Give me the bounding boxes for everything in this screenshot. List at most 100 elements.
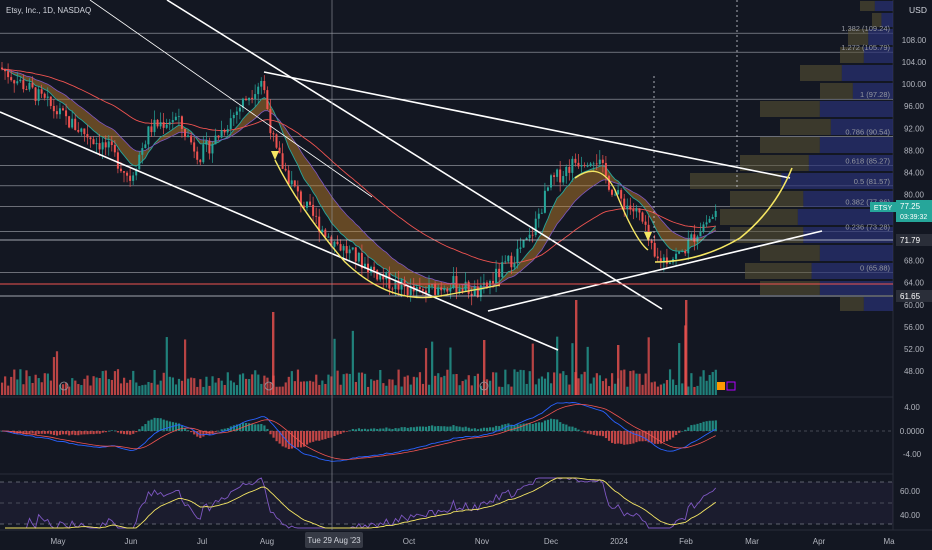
cup-curve-3[interactable] xyxy=(654,167,793,263)
candle-down xyxy=(611,189,613,195)
macd-hist-down xyxy=(95,431,98,434)
candle-up xyxy=(504,261,507,263)
macd-hist-up xyxy=(562,423,565,431)
lightning-icon[interactable] xyxy=(717,382,725,390)
macd-hist-up xyxy=(525,423,528,431)
macd-hist-up xyxy=(446,426,449,431)
volume-bar-up xyxy=(342,374,345,395)
candle-down xyxy=(403,279,406,287)
event-icon[interactable] xyxy=(726,381,736,391)
candle-up xyxy=(540,212,543,214)
volume-bar-up xyxy=(171,377,174,395)
volume-bar-up xyxy=(589,383,592,395)
candle-up xyxy=(662,257,665,263)
trendline-upper-channel[interactable] xyxy=(166,0,663,310)
volume-bar-down xyxy=(65,382,68,395)
macd-tick: -4.00 xyxy=(903,450,922,459)
macd-hist-up xyxy=(394,428,397,431)
volume-bar-up xyxy=(437,373,440,395)
price-tick: 56.00 xyxy=(904,323,925,332)
fib-labels: 1.382 (109.24) 1.272 (105.79) 1 (97.28) 0.7… xyxy=(841,24,890,272)
cup-pattern[interactable] xyxy=(271,151,793,299)
trendline-resistance[interactable] xyxy=(263,71,791,179)
earnings-icon[interactable] xyxy=(264,381,274,391)
volume-bar-down xyxy=(266,377,269,395)
earnings-icon[interactable] xyxy=(479,381,489,391)
volume-bar-down xyxy=(324,383,327,395)
volume-bar-up xyxy=(409,384,412,395)
volume-bar-up xyxy=(214,382,217,395)
macd-hist-up xyxy=(370,428,373,431)
macd-hist-down xyxy=(315,431,318,441)
candle-up xyxy=(678,251,681,254)
candle-down xyxy=(373,266,376,271)
volume-bar-down xyxy=(302,381,306,395)
macd-hist-up xyxy=(235,424,239,431)
candle-up xyxy=(153,119,156,133)
volume-bar-down xyxy=(510,386,513,395)
volume-bar-down xyxy=(595,373,598,395)
volume-bar-down xyxy=(367,386,370,395)
candle-down xyxy=(492,280,495,284)
macd-hist-down xyxy=(598,431,601,436)
candle-up xyxy=(159,122,162,127)
vp-row-down xyxy=(740,155,809,171)
candle-up xyxy=(80,128,83,132)
volume-bar-down xyxy=(559,373,562,395)
candle-up xyxy=(257,86,260,95)
trendline-support[interactable] xyxy=(487,230,823,312)
macd-hist-up xyxy=(177,423,181,431)
candle-down xyxy=(293,180,296,187)
volume-bar-up xyxy=(226,372,229,395)
candle-down xyxy=(196,151,199,160)
volume-bar-down xyxy=(391,379,394,395)
candle-down xyxy=(641,212,644,222)
macd-hist-up xyxy=(531,423,534,431)
candle-up xyxy=(556,169,559,177)
macd-hist-down xyxy=(656,431,659,444)
trendlines[interactable] xyxy=(0,0,823,351)
macd-hist-down xyxy=(116,431,120,433)
volume-bar-up xyxy=(504,369,507,395)
volume-bar-up xyxy=(257,374,260,395)
volume-bar-down xyxy=(251,374,254,395)
time-axis[interactable]: May Jun Jul Aug Oct Nov Dec 2024 Feb Mar Apr Ma xyxy=(50,537,895,546)
macd-indicator xyxy=(1,402,717,462)
candle-up xyxy=(528,234,531,239)
currency-label[interactable]: USD xyxy=(909,5,927,15)
symbol-title[interactable]: Etsy, Inc., 1D, NASDAQ xyxy=(6,6,91,15)
macd-hist-down xyxy=(62,431,65,435)
volume-bar-up xyxy=(592,377,595,395)
candle-down xyxy=(315,215,318,217)
candle-down xyxy=(296,186,299,192)
macd-hist-up xyxy=(492,427,495,431)
volume-bar-down xyxy=(49,380,52,395)
trendline-lower-channel[interactable] xyxy=(0,111,559,351)
macd-hist-down xyxy=(309,431,312,443)
candle-down xyxy=(190,135,193,143)
candle-up xyxy=(546,187,549,191)
candle-up xyxy=(690,234,693,240)
rsi-tick: 60.00 xyxy=(900,487,921,496)
candle-up xyxy=(495,268,498,284)
earnings-markers[interactable] xyxy=(59,381,736,391)
macd-hist-down xyxy=(31,431,34,434)
vp-row-down xyxy=(800,65,842,81)
rsi-indicator xyxy=(5,477,717,530)
candle-down xyxy=(324,229,327,237)
candle-down xyxy=(553,175,556,177)
candle-down xyxy=(693,234,696,242)
cup-curve-2[interactable] xyxy=(574,170,649,251)
macd-hist-up xyxy=(473,428,476,431)
candle-down xyxy=(62,108,64,111)
trendline-thin[interactable] xyxy=(89,0,373,198)
volume-bar-down xyxy=(116,369,120,395)
candle-down xyxy=(345,246,348,254)
volume-bar-down xyxy=(7,385,10,395)
macd-hist-up xyxy=(437,426,440,431)
earnings-icon[interactable] xyxy=(59,381,69,391)
macd-hist-up xyxy=(406,427,409,431)
candle-up xyxy=(479,285,482,297)
cup-curve-1[interactable] xyxy=(274,159,501,299)
